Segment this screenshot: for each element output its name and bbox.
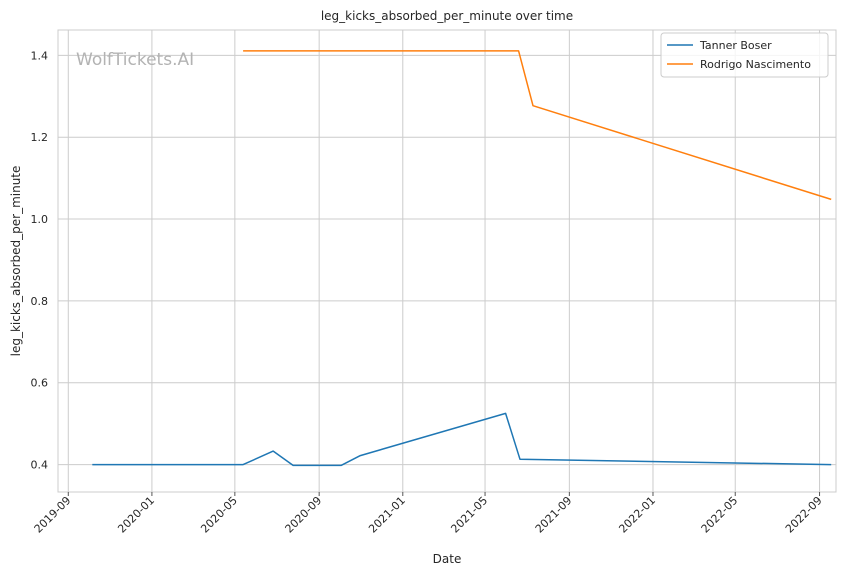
chart-title: leg_kicks_absorbed_per_minute over time [321,9,573,23]
y-axis-label: leg_kicks_absorbed_per_minute [9,166,23,357]
y-tick-label: 0.8 [31,295,49,308]
plot-frame [57,29,837,493]
y-tick-label: 1.0 [31,213,49,226]
plot-area [58,30,836,492]
legend-label-tanner-boser: Tanner Boser [699,39,772,52]
legend-box [660,32,829,78]
legend: Tanner Boser Rodrigo Nascimento [660,32,829,78]
y-tick-label: 1.4 [31,49,49,62]
y-tick-label: 0.6 [31,377,49,390]
series-line-tanner-boser [92,412,832,467]
gridlines [58,30,836,492]
series-line-rodrigo-nascimento [243,50,832,201]
x-axis-label: Date [433,552,462,566]
y-tick-label: 1.2 [31,131,49,144]
legend-label-rodrigo-nascimento: Rodrigo Nascimento [700,58,811,71]
y-tick-label: 0.4 [31,459,49,472]
series-lines [92,50,832,467]
y-axis-ticks: 0.4 0.6 0.8 1.0 1.2 1.4 [31,49,49,471]
watermark: WolfTickets.AI [76,50,194,70]
